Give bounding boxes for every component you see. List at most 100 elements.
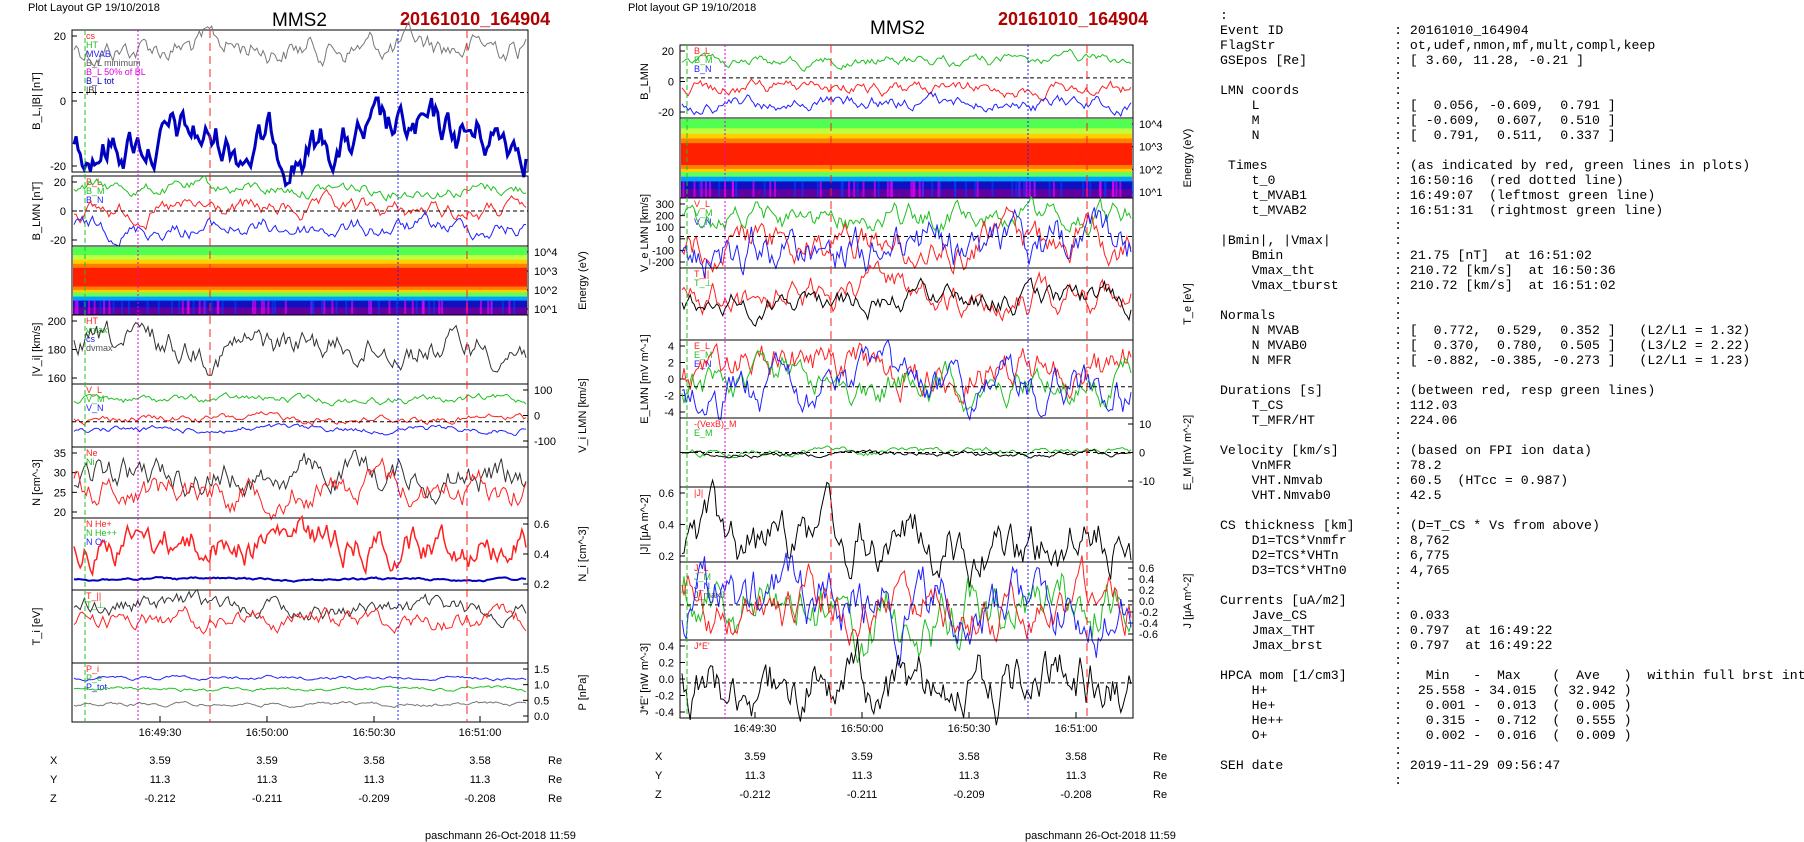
legend-entry: V_M [694,208,713,218]
spectrogram-noise [1060,181,1063,197]
axis-tick-label: 10^2 [1139,164,1163,176]
axis-tick-label: -20 [658,107,674,119]
data-series [73,320,527,377]
info-line: HPCA mom [1/cm3] : Min - Max ( Ave ) wit… [1220,668,1804,683]
spectrogram-noise [1015,181,1018,197]
axis-tick-label: 100 [534,385,552,397]
spectrogram-noise [76,300,79,314]
legend-entry: J_L [694,563,709,573]
data-series [73,685,527,693]
spectrogram-noise [93,300,96,314]
spectrogram-noise [1104,181,1107,197]
spectrogram-noise [377,300,380,314]
spectrogram-noise [886,181,889,197]
spectrogram-band [73,267,527,288]
axis-tick-label: -100 [652,245,674,257]
spectrogram-noise [271,300,274,314]
data-series [73,211,527,247]
spectrogram-noise [513,300,516,314]
spectrogram-noise [508,300,511,314]
spectrogram-band [73,255,527,261]
info-line: Jmax_THT : 0.797 at 16:49:22 [1220,623,1553,638]
spectrogram-noise [1052,181,1055,197]
data-series [73,175,527,202]
panel-frame [71,446,529,519]
spectrogram-noise [937,181,940,197]
spectrogram-noise [323,300,326,314]
axis-tick-label: 0.6 [1139,563,1154,575]
data-series [73,602,527,635]
info-line: |Bmin|, |Vmax| : [1220,233,1403,248]
event-info-panel: : Event ID : 20161010_164904 FlagStr : ot,… [1220,8,1804,788]
info-line: He++ : 0.315 - 0.712 ( 0.555 ) [1220,713,1632,728]
spectrogram-band [73,292,527,298]
data-series [73,423,527,437]
coord-value: -0.209 [953,789,984,801]
spectrogram-noise [1011,181,1014,197]
info-line: D3=TCS*VHTn0 : 4,765 [1220,563,1450,578]
axis-tick-label: 10^1 [534,304,558,316]
coord-value: 3.58 [1065,751,1086,763]
legend-entry: J*E' [694,641,710,651]
spectrogram-noise [487,300,490,314]
coord-row-label: Y [655,770,663,782]
data-series [72,96,528,189]
spectrogram-noise [841,181,844,197]
spectrogram-noise [368,300,371,314]
legend-entry: V_L [694,199,710,209]
axis-tick-label: -0.4 [655,707,674,719]
legend-entry: B_M [86,186,105,196]
spectrogram-noise [1115,181,1118,197]
info-line: N : [ 0.791, 0.511, 0.337 ] [1220,128,1616,143]
spectrogram-1 [681,119,1134,198]
data-series [681,206,1132,276]
coord-unit: Re [548,774,562,786]
time-tick-label: 16:50:00 [246,727,289,739]
info-line: : [1220,773,1403,788]
spectrogram-noise [862,181,865,197]
coord-row-label: Z [655,789,662,801]
info-line: T_MFR/HT : 224.06 [1220,413,1458,428]
spectrogram-noise [192,300,195,314]
spectrogram-noise [433,300,436,314]
info-line: Currents [uA/m2] : [1220,593,1403,608]
axis-tick-label: 10^2 [534,285,558,297]
spectrogram-band [73,300,527,308]
legend-entry: P_e [86,673,102,683]
axis-label: T_e [eV] [1182,283,1194,325]
info-line: : [1220,743,1403,758]
left-plot-header: Plot Layout GP 19/10/2018 [28,2,160,14]
spectrogram-noise [954,181,957,197]
axis-tick-label: 0.6 [534,519,549,531]
data-series [73,674,527,682]
middle-event-id: 20161010_164904 [998,9,1149,29]
axis-tick-label: 0.2 [534,579,549,591]
coord-value: 11.3 [470,774,491,786]
spectrogram-noise [731,181,734,197]
axis-tick-label: -20 [50,161,66,173]
spectrogram-noise [254,300,257,314]
middle-chart-stack: 200-20B_LMNB_LB_MB_N10^410^310^210^1Ener… [639,44,1194,801]
coord-value: -0.208 [464,793,495,805]
spectrogram-noise [1028,181,1031,197]
spectrogram-band [681,189,1132,198]
spectrogram-noise [921,181,924,197]
spectrogram-noise [910,181,913,197]
legend-entry: |J| [694,488,703,498]
axis-tick-label: 1.0 [534,680,549,692]
axis-label: N [cm^-3] [31,459,43,506]
spectrogram-noise [1099,181,1102,197]
spectrogram-noise [816,181,819,197]
legend-entry: HT [86,40,98,50]
info-line: He+ : 0.001 - 0.013 ( 0.005 ) [1220,698,1632,713]
legend-entry: MVAB [86,49,111,59]
spectrogram-noise [251,300,254,314]
coord-unit: Re [1153,770,1167,782]
info-line: : [1220,578,1403,593]
coord-value: 3.58 [363,755,384,767]
spectrogram-band [73,286,527,291]
axis-label: E_M [mV m^-2] [1182,415,1194,490]
spectrogram-noise [216,300,219,314]
spectrogram-noise [88,300,91,314]
